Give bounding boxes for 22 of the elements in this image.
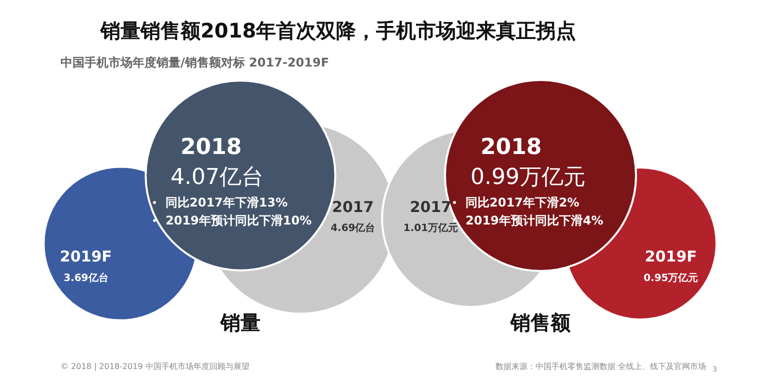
text: 销售额 [510,310,572,334]
text: 同比2017年下滑2% [466,196,580,210]
data-label: 4.69亿台 [330,222,376,234]
text: 同比2017年下滑13% [166,196,288,210]
text: 2019年预计同比下滑10% [166,214,312,228]
data-label: 0.99万亿元 [470,165,586,190]
category-label: 2019F [60,248,112,266]
data-label: 3.69亿台 [64,272,108,284]
text: 销量 [220,310,260,334]
data-label: 1.01万亿元 [403,222,458,234]
source-note: 数据来源：中国手机零售监测数据 全线上、线下及官网市场 [496,362,706,371]
text: 销量销售额2018年首次双降，手机市场迎来真正拐点 [100,18,576,42]
text: 中国手机市场年度销量/销售额对标 2017-2019F [60,56,330,70]
data-label: 4.07亿台 [170,165,264,190]
category-label: 2018 [180,135,242,160]
text: © 2018 | 2018-2019 中国手机市场年度回顾与展望 [60,362,250,371]
data-label: 0.95万亿元 [644,272,698,284]
category-label: 2018 [480,135,542,160]
category-label: 2017 [332,198,374,216]
text: 2019年预计同比下滑4% [466,214,604,228]
category-label: 2017 [410,198,452,216]
category-label: 2019F [644,248,697,266]
